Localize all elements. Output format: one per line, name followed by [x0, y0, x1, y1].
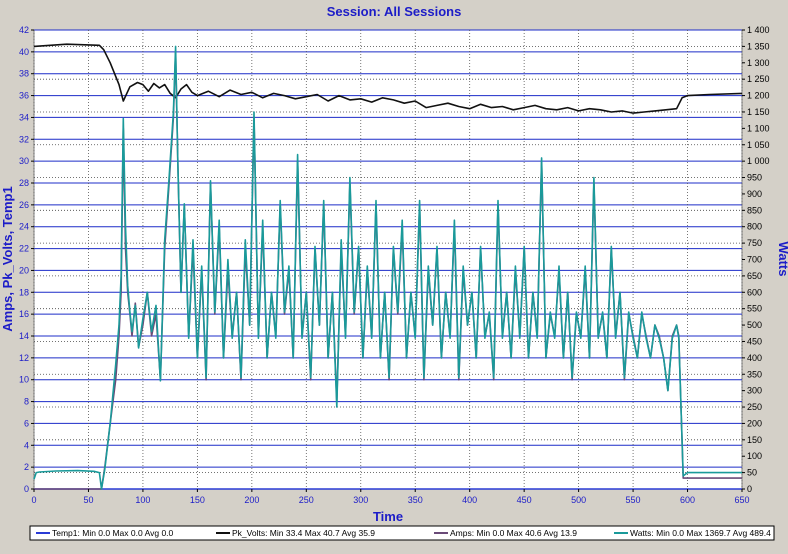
left-tick-label: 12 — [19, 353, 29, 363]
right-tick-label: 0 — [747, 484, 752, 494]
left-tick-label: 32 — [19, 134, 29, 144]
left-tick-label: 14 — [19, 331, 29, 341]
right-tick-label: 1 350 — [747, 41, 770, 51]
right-tick-label: 200 — [747, 418, 762, 428]
right-tick-label: 600 — [747, 287, 762, 297]
legend-box — [29, 525, 775, 541]
legend: Temp1: Min 0.0 Max 0.0 Avg 0.0 Pk_Volts: … — [36, 528, 771, 538]
chart-title: Session: All Sessions — [327, 4, 462, 19]
right-tick-label: 250 — [747, 402, 762, 412]
left-tick-label: 30 — [19, 156, 29, 166]
right-tick-label: 1 200 — [747, 91, 770, 101]
left-tick-label: 8 — [24, 397, 29, 407]
x-tick-label: 500 — [571, 495, 586, 505]
x-tick-label: 50 — [83, 495, 93, 505]
x-tick-label: 0 — [31, 495, 36, 505]
left-tick-label: 16 — [19, 309, 29, 319]
x-tick-label: 650 — [734, 495, 749, 505]
left-tick-label: 34 — [19, 112, 29, 122]
x-tick-label: 300 — [353, 495, 368, 505]
right-tick-label: 550 — [747, 304, 762, 314]
right-tick-label: 1 050 — [747, 140, 770, 150]
right-tick-label: 650 — [747, 271, 762, 281]
plot-area — [33, 29, 743, 490]
right-tick-label: 850 — [747, 205, 762, 215]
right-tick-label: 700 — [747, 255, 762, 265]
right-tick-label: 300 — [747, 386, 762, 396]
right-tick-label: 1 250 — [747, 74, 770, 84]
left-tick-label: 26 — [19, 200, 29, 210]
x-axis-ticks: 0 50 100 150 200 250 300 350 400 450 500 550 600 650 — [31, 489, 750, 505]
x-tick-label: 250 — [299, 495, 314, 505]
left-tick-label: 4 — [24, 440, 29, 450]
x-tick-label: 200 — [244, 495, 259, 505]
right-axis-ticks: 0 50 100 150 200 250 300 350 400 450 500 550 600 650 7… — [742, 25, 770, 494]
series-line-watts — [33, 45, 742, 490]
x-tick-label: 550 — [626, 495, 641, 505]
left-tick-label: 36 — [19, 91, 29, 101]
legend-entry: Pk_Volts: Min 33.4 Max 40.7 Avg 35.9 — [232, 528, 375, 538]
legend-entry: Watts: Min 0.0 Max 1369.7 Avg 489.4 — [630, 528, 771, 538]
right-tick-label: 900 — [747, 189, 762, 199]
left-tick-label: 20 — [19, 265, 29, 275]
x-tick-label: 600 — [680, 495, 695, 505]
x-tick-label: 400 — [462, 495, 477, 505]
left-tick-label: 42 — [19, 25, 29, 35]
right-tick-label: 750 — [747, 238, 762, 248]
y-axis-title: Amps, Pk_Volts, Temp1 — [0, 186, 15, 331]
left-tick-label: 2 — [24, 462, 29, 472]
right-tick-label: 1 100 — [747, 123, 770, 133]
right-tick-label: 400 — [747, 353, 762, 363]
left-tick-label: 0 — [24, 484, 29, 494]
right-tick-label: 800 — [747, 222, 762, 232]
right-tick-label: 500 — [747, 320, 762, 330]
x-tick-label: 100 — [135, 495, 150, 505]
left-tick-label: 18 — [19, 287, 29, 297]
left-tick-label: 38 — [19, 69, 29, 79]
right-tick-label: 1 150 — [747, 107, 770, 117]
left-tick-label: 24 — [19, 222, 29, 232]
right-tick-label: 450 — [747, 336, 762, 346]
right-tick-label: 1 000 — [747, 156, 770, 166]
x-tick-label: 350 — [408, 495, 423, 505]
x-axis-title: Time — [373, 509, 403, 524]
x-tick-label: 150 — [190, 495, 205, 505]
x-tick-label: 450 — [517, 495, 532, 505]
legend-entry: Amps: Min 0.0 Max 40.6 Avg 13.9 — [450, 528, 577, 538]
left-tick-label: 40 — [19, 47, 29, 57]
right-tick-label: 100 — [747, 451, 762, 461]
series-line-pk-volts — [33, 43, 743, 114]
left-tick-label: 22 — [19, 244, 29, 254]
right-tick-label: 150 — [747, 435, 762, 445]
left-tick-label: 6 — [24, 418, 29, 428]
right-tick-label: 950 — [747, 173, 762, 183]
series-layer — [33, 43, 743, 490]
right-tick-label: 50 — [747, 468, 757, 478]
y2-axis-title: Watts — [776, 242, 788, 277]
legend-entry: Temp1: Min 0.0 Max 0.0 Avg 0.0 — [52, 528, 174, 538]
right-tick-label: 350 — [747, 369, 762, 379]
left-tick-label: 28 — [19, 178, 29, 188]
left-tick-label: 10 — [19, 375, 29, 385]
right-tick-label: 1 400 — [747, 25, 770, 35]
right-tick-label: 1 300 — [747, 58, 770, 68]
